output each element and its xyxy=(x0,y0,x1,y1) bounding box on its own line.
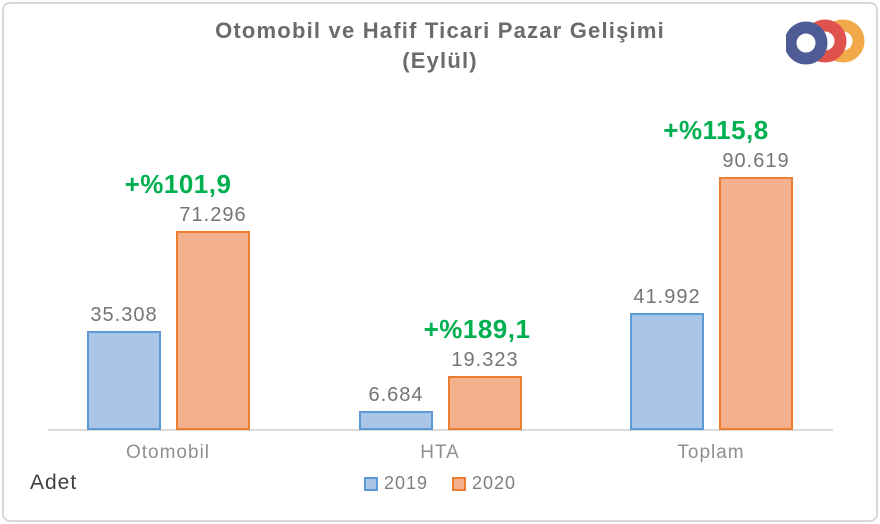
bar-2019-toplam xyxy=(630,313,704,430)
legend-swatch-2019 xyxy=(363,476,378,491)
bar-2020-toplam xyxy=(719,177,793,430)
legend: 2019 2020 xyxy=(0,473,880,494)
value-label-2020-hta: 19.323 xyxy=(451,349,519,371)
x-axis-line xyxy=(48,429,833,431)
legend-item-2020: 2020 xyxy=(452,473,516,494)
bar-2020-otomobil xyxy=(176,231,250,430)
value-label-2020-otomobil: 71.296 xyxy=(179,204,247,226)
category-label-toplam: Toplam xyxy=(677,442,745,463)
title-line-1: Otomobil ve Hafif Ticari Pazar Gelişimi xyxy=(215,18,665,43)
bar-2020-hta xyxy=(448,376,522,430)
growth-label-otomobil: +%101,9 xyxy=(124,169,232,199)
value-label-2019-toplam: 41.992 xyxy=(633,286,701,308)
bar-2019-hta xyxy=(359,411,433,430)
legend-label-2020: 2020 xyxy=(472,473,517,493)
legend-label-2019: 2019 xyxy=(383,473,428,493)
title-line-2: (Eylül) xyxy=(402,48,478,73)
legend-swatch-2020 xyxy=(452,476,466,491)
category-label-otomobil: Otomobil xyxy=(125,442,211,463)
legend-item-2019: 2019 xyxy=(363,473,428,494)
page-title: Otomobil ve Hafif Ticari Pazar Gelişimi … xyxy=(0,16,880,76)
odd-logo xyxy=(786,19,865,65)
bar-2019-otomobil xyxy=(87,331,161,430)
growth-label-toplam: +%115,8 xyxy=(663,115,769,145)
value-label-2019-hta: 6.684 xyxy=(368,384,424,406)
axis-unit-label: Adet xyxy=(30,471,78,494)
growth-label-hta: +%189,1 xyxy=(423,314,531,344)
value-label-2019-otomobil: 35.308 xyxy=(90,304,158,326)
category-label-hta: HTA xyxy=(420,442,460,463)
odd-logo-blue-ring xyxy=(786,21,828,65)
value-label-2020-toplam: 90.619 xyxy=(722,150,790,172)
